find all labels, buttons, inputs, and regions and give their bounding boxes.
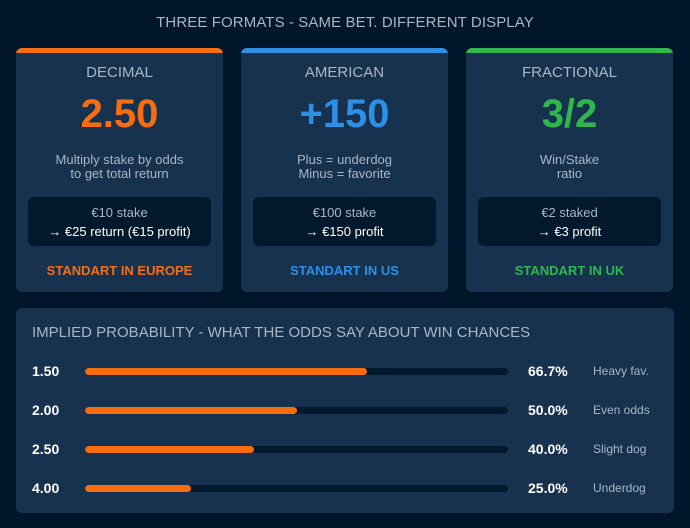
card-fractional: FRACTIONAL 3/2 Win/Stake ratio €2 staked… [466, 48, 673, 292]
row-odds: 2.00 [32, 402, 60, 418]
implied-probability-panel: IMPLIED PROBABILITY - WHAT THE ODDS SAY … [16, 308, 674, 513]
region-standard: STANDART IN UK [514, 263, 625, 278]
row-label: Underdog [593, 481, 646, 495]
example-result: → €3 profit [537, 224, 602, 239]
probability-row: 4.00 25.0% Underdog [16, 478, 674, 498]
row-percent: 25.0% [528, 480, 568, 496]
odds-value: +150 [299, 92, 390, 136]
probability-bar-fill [85, 368, 368, 375]
description-line: Win/Stake [539, 152, 600, 167]
description-line: Multiply stake by odds [55, 152, 184, 167]
example-stake: €100 stake [312, 205, 377, 220]
format-name: AMERICAN [304, 64, 385, 81]
description-line: Plus = underdog [296, 152, 393, 167]
panel-title: IMPLIED PROBABILITY - WHAT THE ODDS SAY … [32, 324, 531, 341]
card-accent-bar [466, 48, 673, 53]
probability-bar-track [85, 446, 508, 453]
row-percent: 40.0% [528, 441, 568, 457]
example-box: €2 staked → €3 profit [478, 197, 661, 246]
region-standard: STANDART IN EUROPE [46, 263, 193, 278]
example-result: → €25 return (€15 profit) [48, 224, 191, 239]
format-description: Multiply stake by odds to get total retu… [16, 153, 223, 181]
card-decimal: DECIMAL 2.50 Multiply stake by odds to g… [16, 48, 223, 292]
card-accent-bar [16, 48, 223, 53]
probability-bar-track [85, 485, 508, 492]
row-percent: 66.7% [528, 363, 568, 379]
example-box: €10 stake → €25 return (€15 profit) [28, 197, 211, 246]
odds-value: 2.50 [80, 92, 159, 136]
probability-row: 1.50 66.7% Heavy fav. [16, 361, 674, 381]
card-american: AMERICAN +150 Plus = underdog Minus = fa… [241, 48, 448, 292]
example-stake: €10 stake [91, 205, 148, 220]
format-name: DECIMAL [86, 64, 153, 81]
probability-bar-track [85, 407, 508, 414]
page-title: THREE FORMATS - SAME BET. DIFFERENT DISP… [156, 14, 534, 31]
row-odds: 2.50 [32, 441, 60, 457]
region-standard: STANDART IN US [290, 263, 399, 278]
format-description: Plus = underdog Minus = favorite [241, 153, 448, 181]
odds-value: 3/2 [541, 92, 598, 136]
probability-row: 2.00 50.0% Even odds [16, 400, 674, 420]
example-stake: €2 staked [541, 205, 598, 220]
row-label: Even odds [593, 403, 650, 417]
row-odds: 1.50 [32, 363, 60, 379]
description-line: Minus = favorite [298, 166, 391, 181]
format-name: FRACTIONAL [521, 64, 617, 81]
description-line: ratio [556, 166, 583, 181]
probability-bar-track [85, 368, 508, 375]
row-percent: 50.0% [528, 402, 568, 418]
probability-bar-fill [85, 485, 191, 492]
probability-row: 2.50 40.0% Slight dog [16, 439, 674, 459]
probability-bar-fill [85, 446, 255, 453]
format-description: Win/Stake ratio [466, 153, 673, 181]
description-line: to get total return [70, 166, 169, 181]
example-result: → €150 profit [305, 224, 384, 239]
card-accent-bar [241, 48, 448, 53]
probability-bar-fill [85, 407, 297, 414]
row-label: Slight dog [593, 442, 647, 456]
example-box: €100 stake → €150 profit [253, 197, 436, 246]
row-label: Heavy fav. [593, 364, 649, 378]
row-odds: 4.00 [32, 480, 60, 496]
